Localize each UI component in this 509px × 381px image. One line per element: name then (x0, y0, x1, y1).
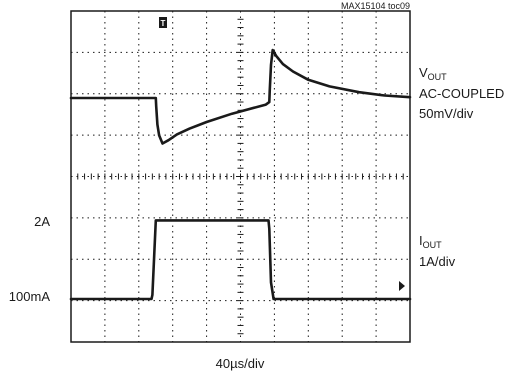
trace-vout (69, 48, 412, 145)
grid (71, 11, 410, 342)
vout-scale-label: 50mV/div (419, 106, 474, 121)
svg-text:T: T (161, 19, 166, 28)
left-label-100ma: 100mA (9, 289, 51, 304)
iout-scale-label: 1A/div (419, 254, 456, 269)
traces (69, 48, 412, 301)
vout-coupling-label: AC-COUPLED (419, 86, 504, 101)
vout-label: VOUT (419, 65, 447, 82)
ground-marker-icon (399, 281, 405, 291)
iout-label: IOUT (419, 233, 442, 250)
trace-iout (69, 219, 412, 301)
left-label-2a: 2A (34, 214, 50, 229)
figure-id: MAX15104 toc09 (341, 1, 410, 11)
trigger-marker-icon: T (159, 17, 167, 28)
x-axis-label: 40µs/div (216, 356, 265, 371)
